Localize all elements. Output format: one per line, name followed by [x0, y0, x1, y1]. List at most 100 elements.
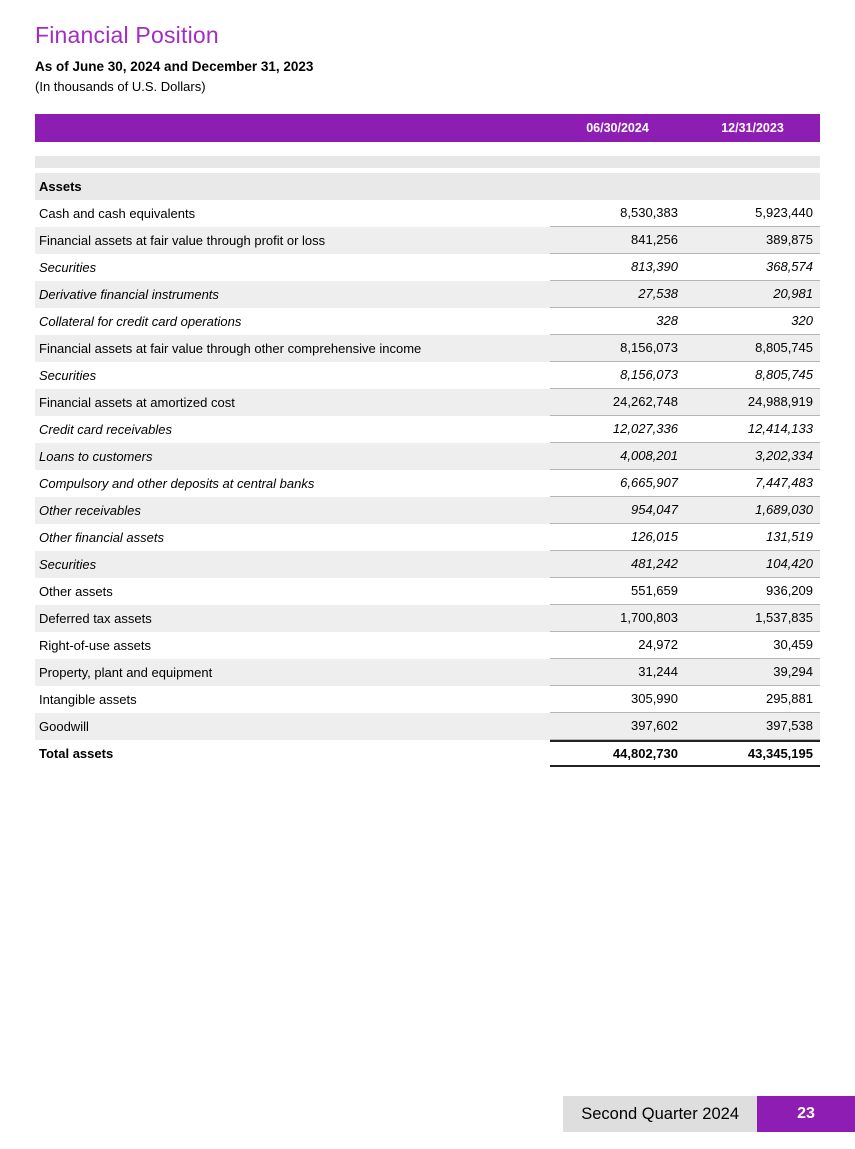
row-label: Other assets — [39, 584, 113, 599]
table-row: Cash and cash equivalents 8,530,383 5,923,… — [35, 200, 820, 227]
row-value: 397,602 — [550, 713, 685, 740]
row-label: Cash and cash equivalents — [39, 206, 196, 221]
table-divider-bar — [35, 156, 820, 168]
column-header-current-period: 06/30/2024 — [586, 121, 649, 135]
row-value: 4,008,201 — [550, 443, 685, 470]
row-value: 397,538 — [685, 713, 820, 740]
section-value-spacer — [550, 173, 685, 200]
table-header-bar: 06/30/2024 12/31/2023 — [35, 114, 820, 142]
row-value: 39,294 — [685, 659, 820, 686]
row-label: Total assets — [39, 746, 114, 761]
row-value: 936,209 — [685, 578, 820, 605]
row-value: 320 — [685, 308, 820, 335]
row-value: 813,390 — [550, 254, 685, 281]
table-row: Loans to customers 4,008,201 3,202,334 — [35, 443, 820, 470]
table-body: Assets Cash and cash equivalents 8,530,383… — [35, 173, 820, 767]
row-label: Securities — [39, 260, 97, 275]
row-value: 131,519 — [685, 524, 820, 551]
row-value: 8,805,745 — [685, 335, 820, 362]
row-value: 841,256 — [550, 227, 685, 254]
table-row: Compulsory and other deposits at central… — [35, 470, 820, 497]
row-label: Credit card receivables — [39, 422, 172, 437]
table-row: Intangible assets 305,990 295,881 — [35, 686, 820, 713]
row-value: 481,242 — [550, 551, 685, 578]
row-value: 30,459 — [685, 632, 820, 659]
row-value: 3,202,334 — [685, 443, 820, 470]
table-row: Financial assets at fair value through o… — [35, 335, 820, 362]
row-value: 389,875 — [685, 227, 820, 254]
row-label: Other financial assets — [39, 530, 165, 545]
table-row: Financial assets at fair value through p… — [35, 227, 820, 254]
page-subtitle: As of June 30, 2024 and December 31, 202… — [35, 59, 314, 74]
table-row: Other financial assets 126,015 131,519 — [35, 524, 820, 551]
page-title: Financial Position — [35, 22, 219, 48]
row-label: Goodwill — [39, 719, 89, 734]
row-label: Compulsory and other deposits at central… — [39, 476, 315, 491]
row-label: Deferred tax assets — [39, 611, 152, 626]
table-row: Credit card receivables 12,027,336 12,414,… — [35, 416, 820, 443]
row-value: 8,156,073 — [550, 362, 685, 389]
table-row: Other receivables 954,047 1,689,030 — [35, 497, 820, 524]
row-label: Collateral for credit card operations — [39, 314, 242, 329]
row-label: Securities — [39, 557, 97, 572]
row-label: Financial assets at fair value through p… — [39, 233, 326, 248]
row-value: 1,537,835 — [685, 605, 820, 632]
row-value: 1,689,030 — [685, 497, 820, 524]
row-value: 368,574 — [685, 254, 820, 281]
row-value: 7,447,483 — [685, 470, 820, 497]
row-label: Securities — [39, 368, 97, 383]
row-value: 24,972 — [550, 632, 685, 659]
row-label: Property, plant and equipment — [39, 665, 213, 680]
table-row: Securities 813,390 368,574 — [35, 254, 820, 281]
section-value-spacer — [685, 173, 820, 200]
row-value: 6,665,907 — [550, 470, 685, 497]
row-label: Right-of-use assets — [39, 638, 151, 653]
footer-report-label: Second Quarter 2024 — [563, 1096, 757, 1132]
row-value: 31,244 — [550, 659, 685, 686]
row-value: 328 — [550, 308, 685, 335]
row-value: 24,988,919 — [685, 389, 820, 416]
unit-note: (In thousands of U.S. Dollars) — [35, 79, 206, 94]
row-value: 126,015 — [550, 524, 685, 551]
row-value: 24,262,748 — [550, 389, 685, 416]
table-row: Right-of-use assets 24,972 30,459 — [35, 632, 820, 659]
table-row: Financial assets at amortized cost 24,262… — [35, 389, 820, 416]
footer-page-number: 23 — [757, 1096, 855, 1132]
page-footer: Second Quarter 2024 23 — [563, 1096, 855, 1132]
row-value: 43,345,195 — [685, 740, 820, 767]
table-row: Property, plant and equipment 31,244 39,29… — [35, 659, 820, 686]
section-header-label: Assets — [39, 179, 82, 194]
table-row: Collateral for credit card operations 328… — [35, 308, 820, 335]
row-value: 104,420 — [685, 551, 820, 578]
table-row: Deferred tax assets 1,700,803 1,537,835 — [35, 605, 820, 632]
row-value: 954,047 — [550, 497, 685, 524]
table-row: Goodwill 397,602 397,538 — [35, 713, 820, 740]
row-value: 1,700,803 — [550, 605, 685, 632]
row-value: 20,981 — [685, 281, 820, 308]
row-value: 5,923,440 — [685, 200, 820, 227]
row-value: 8,530,383 — [550, 200, 685, 227]
table-row: Other assets 551,659 936,209 — [35, 578, 820, 605]
table-row: Derivative financial instruments 27,538 20… — [35, 281, 820, 308]
row-value: 27,538 — [550, 281, 685, 308]
row-value: 12,414,133 — [685, 416, 820, 443]
row-label: Other receivables — [39, 503, 141, 518]
financial-position-page: Financial Position As of June 30, 2024 a… — [35, 22, 855, 1132]
row-label: Intangible assets — [39, 692, 137, 707]
row-value: 12,027,336 — [550, 416, 685, 443]
table-section-row: Assets — [35, 173, 820, 200]
row-label: Loans to customers — [39, 449, 153, 464]
row-value: 8,156,073 — [550, 335, 685, 362]
row-label: Financial assets at fair value through o… — [39, 341, 422, 356]
table-row: Securities 8,156,073 8,805,745 — [35, 362, 820, 389]
table-row: Securities 481,242 104,420 — [35, 551, 820, 578]
table-total-row: Total assets 44,802,730 43,345,195 — [35, 740, 820, 767]
row-value: 44,802,730 — [550, 740, 685, 767]
row-value: 305,990 — [550, 686, 685, 713]
row-value: 295,881 — [685, 686, 820, 713]
financial-position-table: 06/30/2024 12/31/2023 Assets Cash and cas… — [35, 114, 820, 767]
row-label: Financial assets at amortized cost — [39, 395, 235, 410]
row-value: 8,805,745 — [685, 362, 820, 389]
column-header-prior-period: 12/31/2023 — [721, 121, 784, 135]
row-value: 551,659 — [550, 578, 685, 605]
